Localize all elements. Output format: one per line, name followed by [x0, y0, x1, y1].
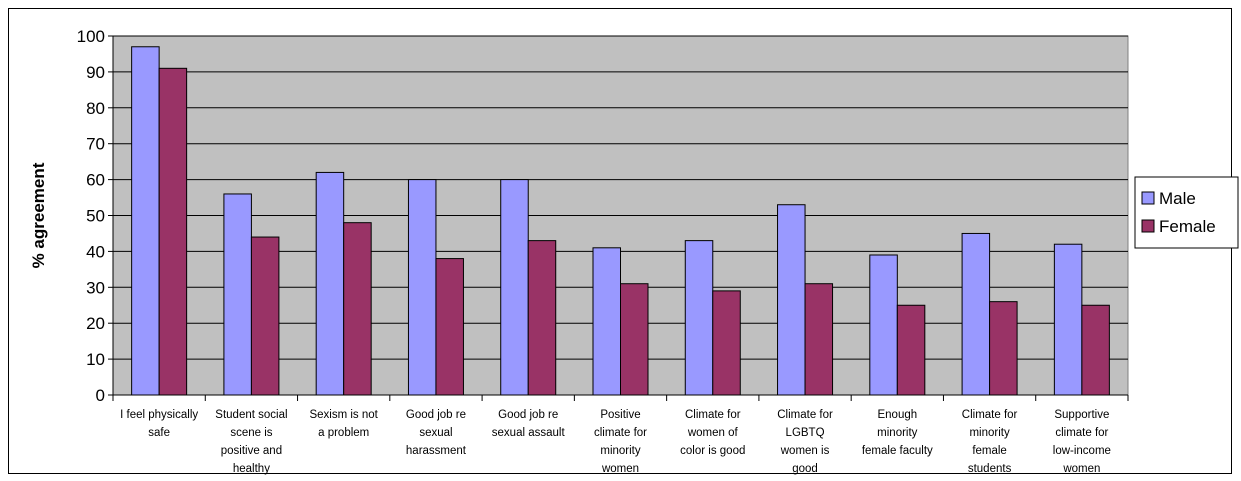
x-tick-label-line: a problem	[318, 427, 369, 439]
bar-female-10	[1081, 304, 1110, 396]
bar-male-7	[777, 204, 806, 396]
x-tick-label-line: women	[1062, 463, 1100, 475]
x-tick-label-line: healthy	[233, 463, 270, 475]
bar-female-8	[896, 304, 926, 396]
x-tick-label-line: students	[968, 463, 1012, 475]
x-tick-label-line: low-income	[1053, 445, 1111, 457]
bar-male-1	[223, 193, 252, 396]
legend-label-male: Male	[1159, 189, 1196, 208]
x-tick-label-line: Climate for	[777, 409, 833, 421]
x-tick-label: Enough minority female faculty	[862, 409, 933, 457]
x-tick-label-line: Climate for	[685, 409, 741, 421]
legend-swatch-male	[1141, 191, 1155, 205]
x-tick-label-line: safe	[148, 427, 170, 439]
y-tick-label: 20	[86, 314, 105, 333]
y-tick-label: 0	[96, 386, 105, 405]
bar-male-4	[500, 179, 529, 396]
x-tick-label-line: Good job re	[498, 409, 558, 421]
x-tick-label-line: female	[972, 445, 1007, 457]
x-tick-label-line: female faculty	[862, 445, 933, 457]
y-axis-label: % agreement	[29, 162, 48, 268]
x-tick-label: Climate for women of color is good	[680, 409, 745, 457]
x-tick-label-line: climate for	[594, 427, 647, 439]
x-tick-label-line: minority	[877, 427, 918, 439]
bar-female-9	[989, 301, 1018, 396]
bar-female-5	[620, 283, 649, 396]
x-tick-label-line: climate for	[1055, 427, 1108, 439]
bar-male-0	[131, 46, 160, 396]
y-tick-label: 80	[86, 99, 105, 118]
x-tick-label: Climate for LGBTQ women is good	[777, 409, 833, 475]
x-tick-label-line: color is good	[680, 445, 745, 457]
legend-box	[1134, 176, 1239, 249]
legend: Male Female	[1134, 176, 1239, 249]
x-tick-label-line: harassment	[406, 445, 467, 457]
x-tick-label-line: I feel physically	[120, 409, 198, 421]
x-tick-label: Climate for minority female students	[962, 409, 1018, 475]
bar-female-2	[343, 222, 372, 396]
y-tick-label: 30	[86, 278, 105, 297]
y-tick-label: 40	[86, 242, 105, 261]
bar-female-7	[804, 283, 834, 396]
x-tick-label: Student social scene is positive and health…	[215, 409, 287, 475]
x-tick-label-line: Positive	[600, 409, 640, 421]
x-tick-label-line: sexual assault	[492, 427, 566, 439]
x-tick-label: Sexism is not a problem	[309, 409, 378, 439]
x-tick-label-line: LGBTQ	[786, 427, 825, 439]
x-tick-label-line: Enough	[877, 409, 917, 421]
legend-swatch-female	[1141, 219, 1155, 233]
x-tick-label-line: Supportive	[1054, 409, 1109, 421]
bar-male-10	[1053, 243, 1083, 396]
x-tick-label: Good job re sexual assault	[492, 409, 566, 439]
x-tick-label: Positive climate for minority women	[594, 409, 647, 475]
bar-female-6	[712, 290, 741, 396]
y-tick-label: 100	[77, 27, 105, 46]
y-tick-label: 10	[86, 350, 105, 369]
bar-female-0	[158, 67, 188, 396]
x-tick-label-line: minority	[969, 427, 1010, 439]
x-tick-label: I feel physically safe	[120, 409, 198, 439]
x-axis: I feel physically safe Student social scene…	[112, 394, 1129, 475]
x-tick-label-line: sexual	[419, 427, 452, 439]
x-tick-label-line: women is	[780, 445, 830, 457]
x-tick-label-line: women	[601, 463, 639, 475]
y-axis: 0 10 20 30 40 50 60 70 80 90 100	[77, 27, 114, 405]
bar-male-5	[592, 247, 621, 396]
x-tick-label-line: Student social	[215, 409, 287, 421]
bar-female-1	[250, 236, 280, 396]
legend-label-female: Female	[1159, 217, 1216, 236]
bar-male-2	[315, 171, 345, 396]
x-tick-label: Supportive climate for low-income women	[1053, 409, 1111, 475]
y-tick-label: 90	[86, 63, 105, 82]
bar-male-3	[407, 179, 437, 396]
bar-female-4	[527, 240, 557, 396]
x-tick-label-line: scene is	[230, 427, 272, 439]
x-tick-label-line: positive and	[221, 445, 282, 457]
y-tick-label: 50	[86, 207, 105, 226]
x-tick-label-line: minority	[600, 445, 641, 457]
bar-male-8	[869, 254, 898, 396]
x-tick-label-line: women of	[687, 427, 739, 439]
bar-male-9	[961, 232, 991, 396]
bar-male-6	[684, 240, 714, 396]
x-tick-label: Good job re sexual harassment	[406, 409, 467, 457]
x-tick-label-line: Climate for	[962, 409, 1018, 421]
y-tick-label: 70	[86, 135, 105, 154]
y-tick-label: 60	[86, 171, 105, 190]
bar-female-3	[435, 258, 464, 396]
x-tick-label-line: good	[792, 463, 818, 475]
x-tick-label-line: Sexism is not	[309, 409, 378, 421]
x-tick-label-line: Good job re	[406, 409, 466, 421]
